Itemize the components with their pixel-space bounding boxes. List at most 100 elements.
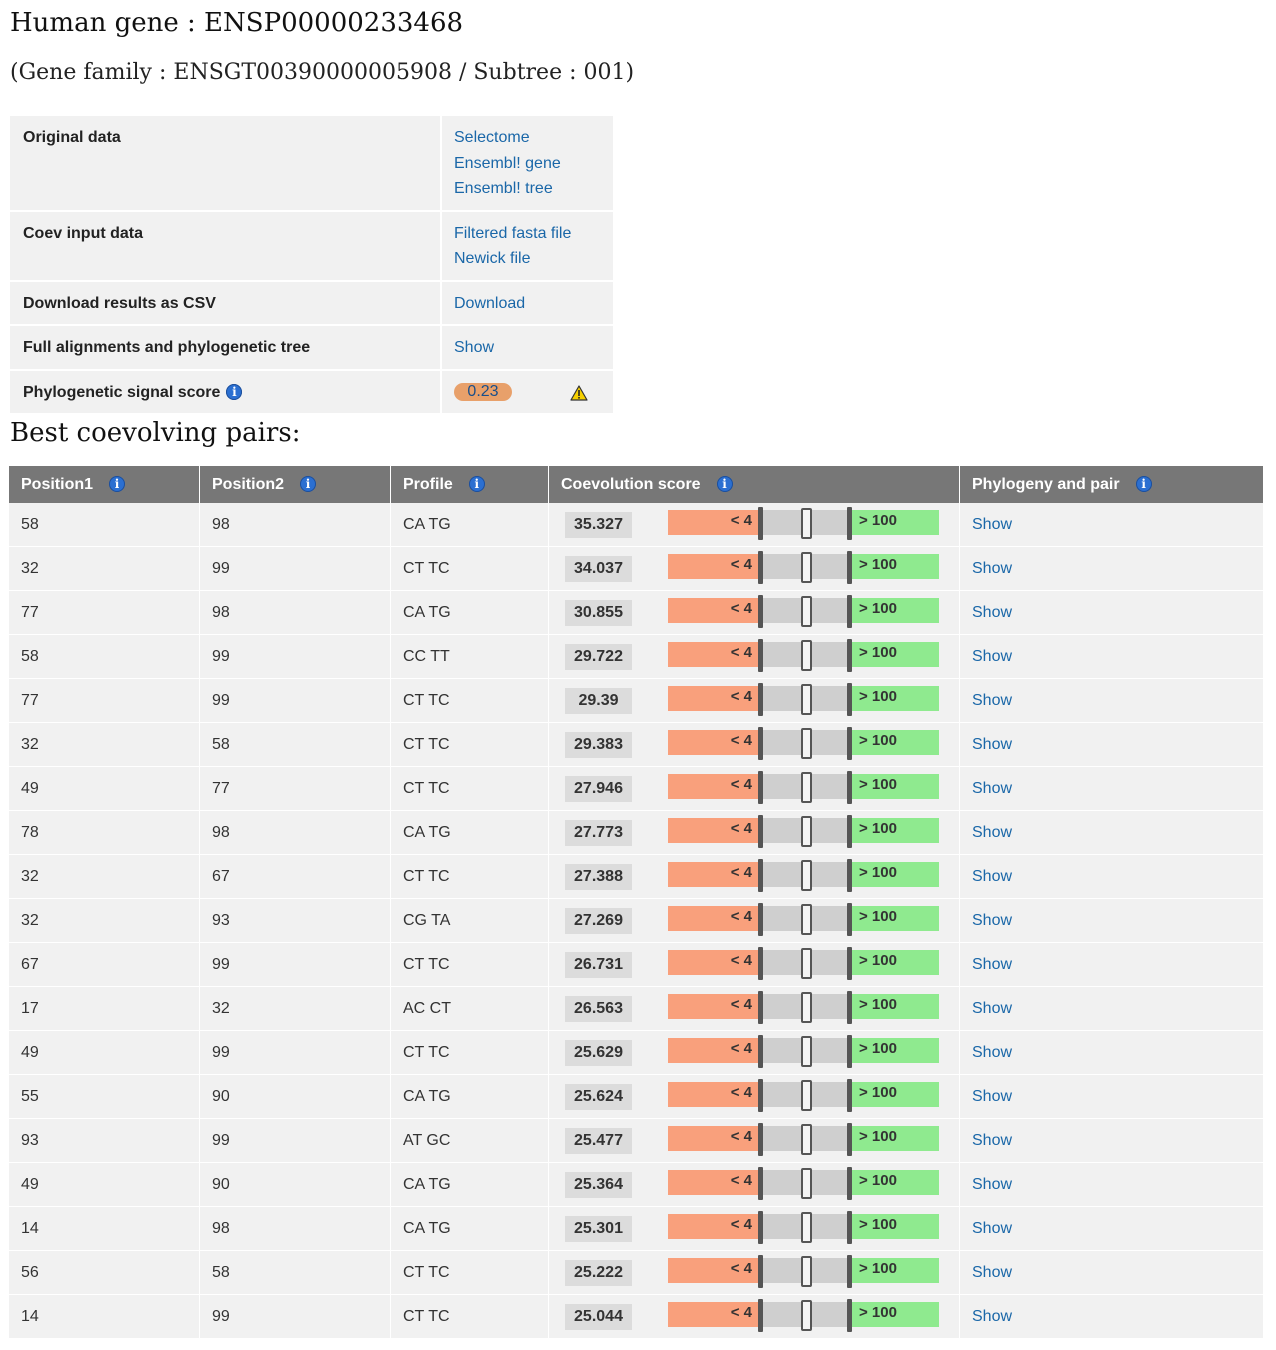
range-right-handle <box>847 1079 852 1112</box>
show-phylogeny-link[interactable]: Show <box>972 1307 1013 1325</box>
coevolution-score-value: 25.222 <box>565 1260 632 1286</box>
show-phylogeny-link[interactable]: Show <box>972 1219 1013 1237</box>
range-left-handle <box>758 991 763 1024</box>
gene-info-table: Original data Selectome Ensembl! gene En… <box>10 114 613 415</box>
range-high-label: > 100 <box>850 818 939 843</box>
position2-cell: 98 <box>199 590 391 635</box>
position1-cell: 58 <box>9 503 200 547</box>
show-phylogeny-link[interactable]: Show <box>972 779 1013 797</box>
table-row: 67 99 CT TC 26.731 < 4 > 100 Show <box>9 942 1263 987</box>
table-row: 77 98 CA TG 30.855 < 4 > 100 Show <box>9 590 1263 635</box>
info-label: Coev input data <box>10 211 442 280</box>
show-phylogeny-link[interactable]: Show <box>972 911 1013 929</box>
range-slider-knob[interactable] <box>801 640 812 671</box>
info-label: Download results as CSV <box>10 281 442 324</box>
range-left-handle <box>758 639 763 672</box>
info-icon[interactable]: i <box>226 384 243 401</box>
ensembl-gene-link[interactable]: Ensembl! gene <box>454 154 561 172</box>
coevolution-score-value: 34.037 <box>565 556 632 582</box>
score-range-slider: < 4 > 100 <box>668 947 939 980</box>
show-phylogeny-link[interactable]: Show <box>972 1175 1013 1193</box>
range-right-handle <box>847 947 852 980</box>
range-slider-knob[interactable] <box>801 948 812 979</box>
range-left-handle <box>758 859 763 892</box>
range-slider-knob[interactable] <box>801 992 812 1023</box>
coevolution-score-value: 25.477 <box>565 1128 632 1154</box>
range-left-handle <box>758 815 763 848</box>
coevolution-score-value: 29.722 <box>565 644 632 670</box>
show-phylogeny-link[interactable]: Show <box>972 1263 1013 1281</box>
range-slider-knob[interactable] <box>801 728 812 759</box>
show-phylogeny-link[interactable]: Show <box>972 823 1013 841</box>
range-right-handle <box>847 1299 852 1332</box>
range-slider-knob[interactable] <box>801 1080 812 1111</box>
range-low-label: < 4 <box>668 1038 760 1063</box>
show-phylogeny-link[interactable]: Show <box>972 735 1013 753</box>
range-slider-knob[interactable] <box>801 684 812 715</box>
table-row: 49 90 CA TG 25.364 < 4 > 100 Show <box>9 1162 1263 1207</box>
coevolution-score-value: 29.383 <box>565 732 632 758</box>
range-slider-knob[interactable] <box>801 552 812 583</box>
position1-cell: 58 <box>9 634 200 679</box>
show-phylogeny-link[interactable]: Show <box>972 515 1013 533</box>
profile-cell: CT TC <box>390 1294 549 1339</box>
position1-cell: 77 <box>9 678 200 723</box>
range-slider-knob[interactable] <box>801 508 812 539</box>
newick-file-link[interactable]: Newick file <box>454 250 531 267</box>
position1-cell: 49 <box>9 1030 200 1075</box>
range-slider-knob[interactable] <box>801 1212 812 1243</box>
position1-cell: 77 <box>9 590 200 635</box>
range-low-label: < 4 <box>668 1170 760 1195</box>
range-slider-knob[interactable] <box>801 772 812 803</box>
show-phylogeny-link[interactable]: Show <box>972 1131 1013 1149</box>
range-slider-knob[interactable] <box>801 1124 812 1155</box>
ensembl-tree-link[interactable]: Ensembl! tree <box>454 180 553 197</box>
range-slider-knob[interactable] <box>801 1036 812 1067</box>
range-slider-knob[interactable] <box>801 1168 812 1199</box>
range-left-handle <box>758 1255 763 1288</box>
range-slider-knob[interactable] <box>801 816 812 847</box>
info-icon[interactable]: i <box>716 476 733 493</box>
range-low-label: < 4 <box>668 730 760 755</box>
score-range-slider: < 4 > 100 <box>668 991 939 1024</box>
range-left-handle <box>758 1123 763 1156</box>
position2-cell: 99 <box>199 678 391 723</box>
show-phylogeny-link[interactable]: Show <box>972 867 1013 885</box>
info-icon[interactable]: i <box>300 476 317 493</box>
range-slider-knob[interactable] <box>801 904 812 935</box>
show-phylogeny-link[interactable]: Show <box>972 1087 1013 1105</box>
info-icon[interactable]: i <box>109 476 126 493</box>
score-range-slider: < 4 > 100 <box>668 1211 939 1244</box>
range-left-handle <box>758 595 763 628</box>
selectome-link[interactable]: Selectome <box>454 129 530 146</box>
profile-cell: CA TG <box>390 503 549 547</box>
range-slider-knob[interactable] <box>801 596 812 627</box>
range-high-label: > 100 <box>850 598 939 623</box>
show-phylogeny-link[interactable]: Show <box>972 559 1013 577</box>
filtered-fasta-link[interactable]: Filtered fasta file <box>454 224 572 242</box>
range-slider-knob[interactable] <box>801 1300 812 1331</box>
show-phylogeny-link[interactable]: Show <box>972 691 1013 709</box>
coevolution-score-value: 27.269 <box>565 908 632 934</box>
show-phylogeny-link[interactable]: Show <box>972 647 1013 665</box>
show-alignments-link[interactable]: Show <box>454 339 495 356</box>
show-phylogeny-link[interactable]: Show <box>972 1043 1013 1061</box>
download-csv-link[interactable]: Download <box>454 294 526 312</box>
profile-cell: CT TC <box>390 854 549 899</box>
range-slider-knob[interactable] <box>801 860 812 891</box>
position1-cell: 67 <box>9 942 200 987</box>
info-icon[interactable]: i <box>1135 476 1152 493</box>
range-left-handle <box>758 1035 763 1068</box>
show-phylogeny-link[interactable]: Show <box>972 955 1013 973</box>
table-row: 14 99 CT TC 25.044 < 4 > 100 Show <box>9 1294 1263 1339</box>
score-range-slider: < 4 > 100 <box>668 771 939 804</box>
show-phylogeny-link[interactable]: Show <box>972 603 1013 621</box>
info-icon[interactable]: i <box>468 476 485 493</box>
table-row: 32 58 CT TC 29.383 < 4 > 100 Show <box>9 722 1263 767</box>
range-slider-knob[interactable] <box>801 1256 812 1287</box>
range-low-label: < 4 <box>668 686 760 711</box>
position2-cell: 77 <box>199 766 391 811</box>
show-phylogeny-link[interactable]: Show <box>972 999 1013 1017</box>
profile-cell: CT TC <box>390 766 549 811</box>
score-range-slider: < 4 > 100 <box>668 507 939 540</box>
